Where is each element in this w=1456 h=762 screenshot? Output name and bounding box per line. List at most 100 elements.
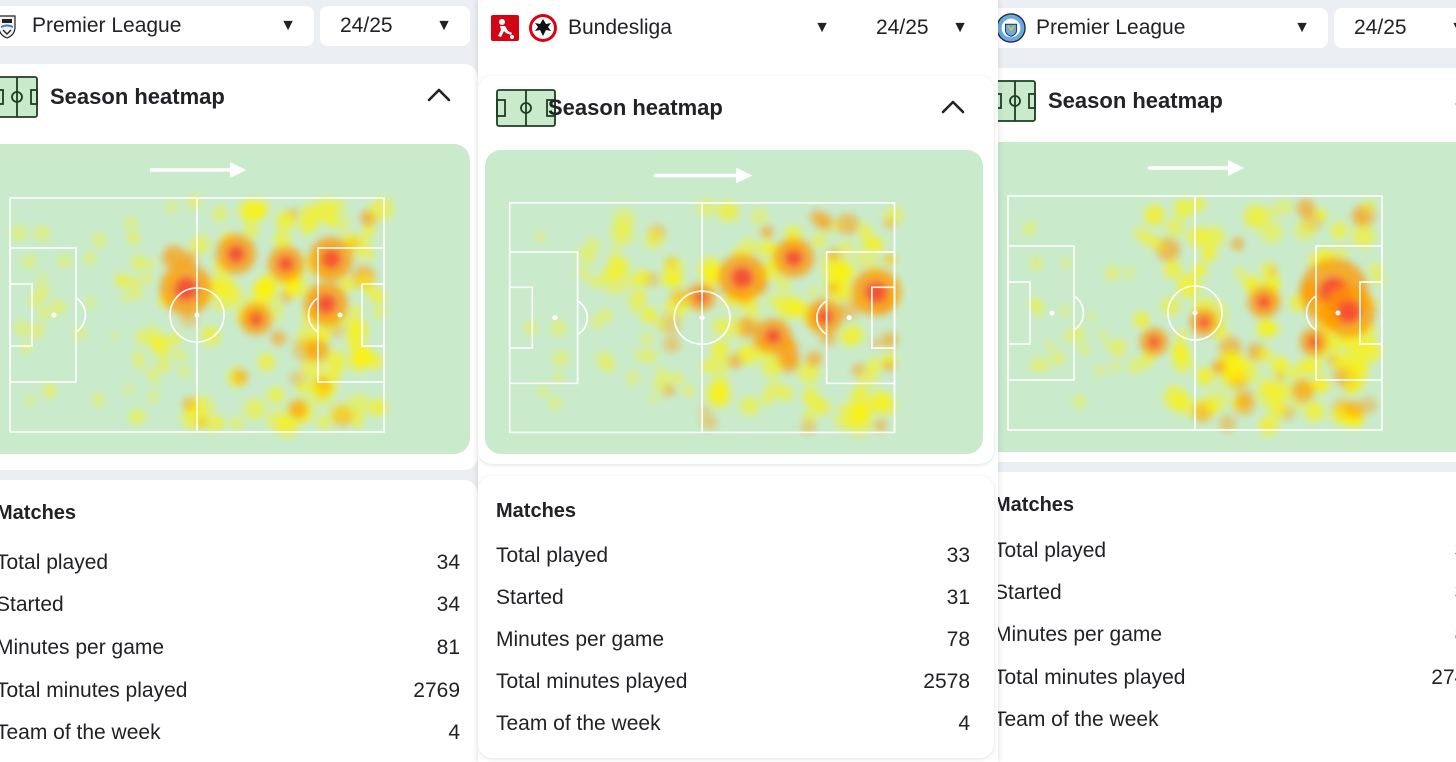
attack-direction-arrow-icon — [1148, 160, 1244, 176]
heat-point — [347, 393, 371, 418]
heat-point — [816, 214, 834, 231]
heat-point — [350, 414, 364, 428]
heat-layer — [1022, 197, 1385, 436]
heat-point — [14, 321, 29, 336]
season-heatmap-card: Season heatmap — [998, 68, 1456, 462]
stat-label: Total minutes played — [496, 670, 688, 693]
heat-point — [699, 362, 711, 373]
league-select[interactable]: Premier League ▼ — [998, 8, 1328, 48]
heatmap-header[interactable]: Season heatmap — [998, 68, 1456, 134]
matches-card: Matches Total played 34 Started 34 Minut… — [0, 480, 478, 762]
heat-point — [1211, 359, 1227, 375]
stat-value: 31 — [1455, 539, 1456, 563]
stat-row-minutes-per-game: Minutes per game 78 — [496, 625, 970, 655]
heat-point — [175, 349, 186, 361]
heat-point — [1198, 367, 1210, 379]
heat-point — [156, 358, 171, 373]
heat-point — [134, 357, 145, 369]
heat-point — [351, 345, 375, 368]
heat-point — [671, 273, 685, 287]
chevron-up-icon[interactable] — [426, 82, 452, 108]
heat-point — [360, 246, 375, 261]
heat-point — [1308, 336, 1320, 348]
stat-value: 78 — [946, 628, 970, 651]
heat-point — [593, 277, 605, 289]
heat-point — [611, 245, 622, 254]
heat-point — [182, 397, 197, 412]
heat-point — [215, 417, 226, 428]
heat-point — [343, 234, 355, 246]
heat-point — [146, 367, 158, 379]
heatmap-header[interactable]: Season heatmap — [478, 76, 994, 140]
heat-point — [1202, 226, 1225, 249]
heat-point — [1234, 395, 1255, 416]
heat-point — [811, 232, 828, 249]
heat-point — [1310, 374, 1325, 389]
stat-row-started: Started 31 — [998, 578, 1456, 608]
season-select[interactable]: 24/25 ▼ — [1334, 8, 1456, 48]
heat-point — [349, 304, 363, 318]
heat-point — [58, 254, 71, 268]
heat-point — [873, 393, 897, 416]
heat-point — [166, 200, 178, 213]
stat-label: Team of the week — [496, 712, 661, 735]
heat-point — [1144, 204, 1165, 226]
heat-point — [640, 333, 654, 345]
heat-point — [1029, 360, 1040, 371]
heat-point — [178, 365, 190, 378]
heat-point — [596, 351, 613, 368]
heat-point — [250, 203, 267, 220]
heat-point — [847, 413, 872, 438]
heat-point — [257, 353, 276, 371]
heat-point — [627, 275, 640, 288]
heat-point — [1260, 221, 1283, 244]
heat-point — [1127, 358, 1144, 374]
heat-point — [835, 260, 850, 274]
matches-card: Matches Total played 31 Started 31 Minut… — [998, 472, 1456, 762]
heat-point — [249, 312, 263, 326]
heat-point — [115, 274, 129, 288]
pitch-icon — [496, 87, 556, 129]
filter-row: Bundesliga ▼ 24/25 ▼ — [478, 0, 998, 58]
heat-point — [1330, 221, 1348, 240]
league-select[interactable]: Premier League ▼ — [0, 6, 314, 46]
heat-point — [837, 403, 849, 415]
heat-point — [663, 335, 681, 353]
penalty-spot — [1335, 310, 1341, 316]
league-name: Premier League — [1036, 16, 1186, 39]
chevron-down-icon: ▼ — [952, 19, 968, 36]
heat-point — [705, 353, 729, 376]
penalty-spot — [552, 315, 558, 321]
heat-point — [125, 217, 137, 229]
stat-value: 31 — [946, 586, 970, 609]
heatmap-header[interactable]: Season heatmap — [0, 64, 478, 130]
season-select[interactable]: 24/25 ▼ — [320, 6, 470, 46]
stat-row-started: Started 31 — [496, 583, 970, 613]
heat-point — [1196, 264, 1209, 277]
chevron-up-icon[interactable] — [940, 94, 966, 120]
heat-point — [648, 393, 659, 403]
heat-point — [145, 259, 156, 270]
heat-point — [1050, 351, 1065, 366]
heat-point — [577, 265, 590, 278]
heat-point — [1077, 343, 1089, 355]
heat-point — [1234, 268, 1245, 279]
heat-point — [860, 233, 877, 249]
heat-point — [1163, 385, 1188, 410]
heat-point — [231, 418, 243, 430]
heat-point — [709, 390, 730, 410]
penalty-spot — [51, 312, 57, 318]
heat-point — [711, 340, 729, 357]
heat-point — [663, 384, 676, 397]
heat-point — [598, 308, 614, 323]
heat-point — [1022, 221, 1036, 236]
heat-point — [1344, 377, 1361, 394]
heat-point — [1333, 244, 1348, 259]
heat-point — [874, 419, 888, 432]
heat-point — [1275, 199, 1293, 216]
heat-point — [273, 230, 291, 249]
heat-point — [372, 290, 386, 304]
heat-point — [37, 273, 47, 283]
season-select[interactable]: 24/25 ▼ — [856, 8, 986, 48]
league-select[interactable]: Bundesliga ▼ — [482, 8, 848, 48]
